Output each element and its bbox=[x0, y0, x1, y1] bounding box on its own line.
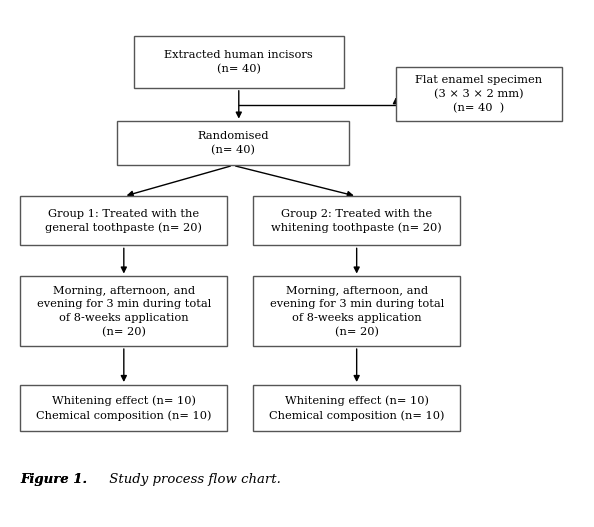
Text: Figure 1.: Figure 1. bbox=[20, 473, 88, 485]
Bar bbox=[20, 385, 227, 431]
Text: Whitening effect (n= 10)
Chemical composition (n= 10): Whitening effect (n= 10) Chemical compos… bbox=[269, 396, 444, 421]
Text: Figure 1. Study process flow chart.: Figure 1. Study process flow chart. bbox=[20, 473, 258, 485]
Bar bbox=[253, 276, 460, 346]
Bar bbox=[116, 122, 349, 165]
Text: Group 1: Treated with the
general toothpaste (n= 20): Group 1: Treated with the general toothp… bbox=[45, 209, 203, 233]
Text: Randomised
(n= 40): Randomised (n= 40) bbox=[197, 131, 268, 155]
Bar bbox=[134, 36, 343, 88]
Bar bbox=[253, 385, 460, 431]
Bar bbox=[396, 67, 562, 122]
Text: Group 2: Treated with the
whitening toothpaste (n= 20): Group 2: Treated with the whitening toot… bbox=[271, 209, 442, 233]
Text: Flat enamel specimen
(3 × 3 × 2 mm)
(n= 40  ): Flat enamel specimen (3 × 3 × 2 mm) (n= … bbox=[415, 75, 542, 113]
Text: Whitening effect (n= 10)
Chemical composition (n= 10): Whitening effect (n= 10) Chemical compos… bbox=[36, 396, 211, 421]
Text: Morning, afternoon, and
evening for 3 min during total
of 8-weeks application
(n: Morning, afternoon, and evening for 3 mi… bbox=[270, 286, 444, 337]
Text: Extracted human incisors
(n= 40): Extracted human incisors (n= 40) bbox=[165, 50, 313, 74]
Bar bbox=[253, 197, 460, 246]
Bar bbox=[20, 197, 227, 246]
Text: Study process flow chart.: Study process flow chart. bbox=[105, 473, 281, 485]
Text: Morning, afternoon, and
evening for 3 min during total
of 8-weeks application
(n: Morning, afternoon, and evening for 3 mi… bbox=[37, 286, 211, 337]
Text: Figure 1.: Figure 1. bbox=[20, 473, 88, 485]
Bar bbox=[20, 276, 227, 346]
